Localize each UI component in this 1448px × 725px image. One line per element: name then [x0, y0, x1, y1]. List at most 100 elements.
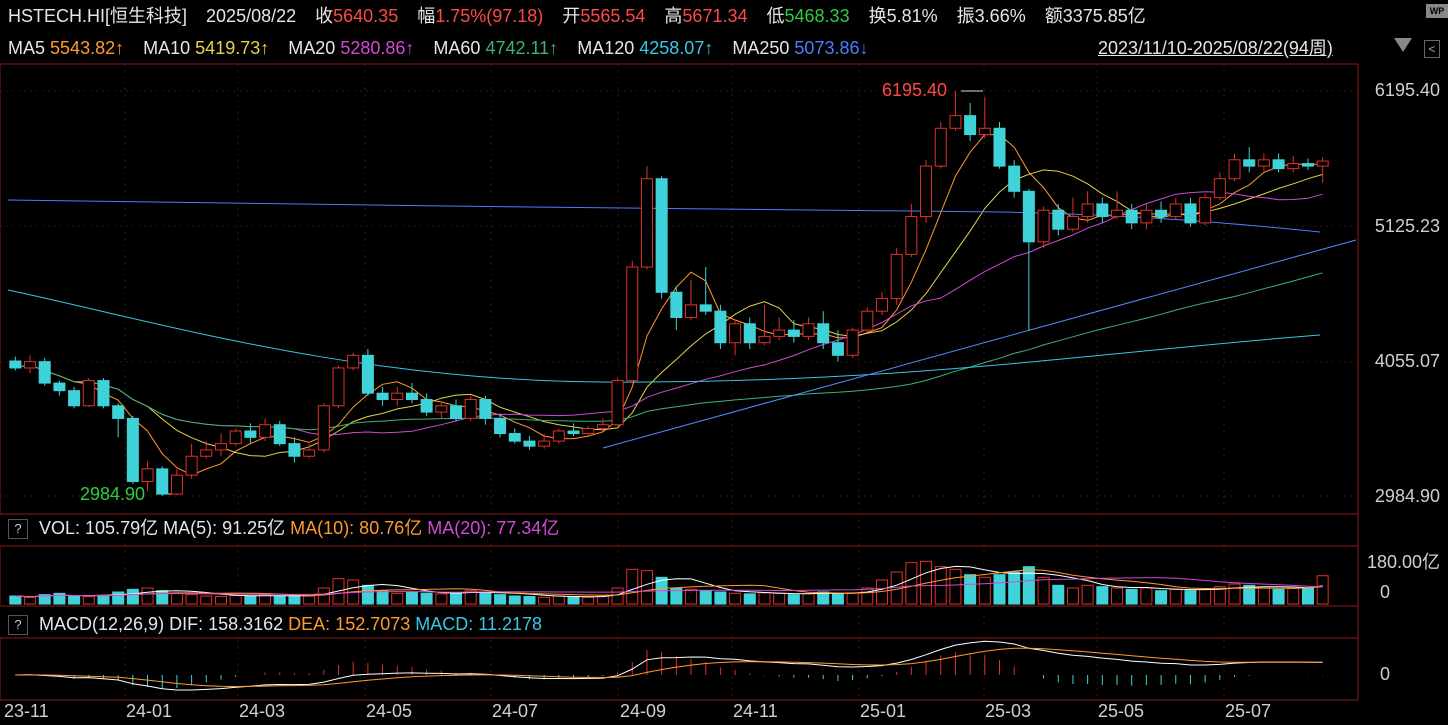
volume-bar: [185, 594, 198, 605]
low-value: 5468.33: [784, 6, 850, 26]
volume-bar: [494, 594, 507, 605]
volume-bar: [1316, 575, 1329, 605]
volume-bar: [626, 568, 639, 605]
volume-bar: [435, 593, 448, 605]
ma20-value: 5280.86↑: [340, 38, 415, 58]
volume-bar: [596, 595, 609, 605]
ma-legend: MA5 5543.82↑ MA10 5419.73↑ MA20 5280.86↑…: [8, 34, 869, 62]
candle-body: [640, 178, 653, 268]
candle-body: [141, 468, 154, 482]
amplitude-value: 3.66%: [974, 6, 1026, 26]
volume-bar: [317, 587, 330, 605]
candle-body: [1301, 163, 1314, 167]
price-axis-label-2: 5125.23: [1374, 216, 1440, 236]
candle-body: [538, 440, 551, 447]
volume-axis-top: 180.00亿: [1366, 552, 1440, 572]
low-label: 低: [766, 6, 785, 26]
ma-line: [15, 169, 1323, 457]
volume-bar: [582, 596, 595, 605]
panel-frame: [0, 637, 1359, 701]
candle-body: [802, 323, 815, 337]
candle-body: [82, 380, 95, 407]
amount-label: 额: [1044, 6, 1063, 26]
volume-bar: [24, 596, 37, 605]
symbol-name[interactable]: HSTECH.HI[恒生科技]: [8, 6, 188, 26]
volume-bar: [361, 584, 374, 605]
candle-body: [112, 405, 125, 419]
candle-body: [317, 405, 330, 451]
volume-bar: [9, 595, 22, 605]
date-range[interactable]: 2023/11/10-2025/08/22(94周): [1098, 38, 1333, 58]
change-value: 1.75%(97.18): [435, 6, 544, 26]
candle-body: [934, 127, 947, 167]
volume-bar: [68, 595, 81, 605]
candle-body: [332, 367, 345, 407]
wp-icon[interactable]: WP: [1426, 4, 1448, 18]
volume-bar: [1022, 566, 1035, 605]
ma60-value: 4742.11↑: [485, 38, 559, 58]
candle-body: [743, 323, 756, 344]
candle-body: [1184, 203, 1197, 224]
volume-bar: [714, 591, 727, 605]
candle-body: [846, 329, 859, 356]
low-annotation: 2984.90: [80, 484, 146, 504]
volume-help-icon[interactable]: ?: [8, 519, 28, 540]
volume-bar: [156, 590, 169, 605]
candle-body: [435, 405, 448, 413]
volume-bar: [53, 592, 66, 605]
volume-axis-zero: 0: [1379, 582, 1390, 602]
quote-date: 2025/08/22: [206, 6, 297, 26]
macd-help-icon[interactable]: ?: [8, 615, 28, 636]
candle-body: [1111, 209, 1124, 218]
candle-body: [758, 335, 771, 344]
candle-body: [1272, 159, 1285, 170]
volume-ma-line: [15, 577, 1323, 598]
macd-histogram: [15, 640, 1324, 691]
high-label: 高: [664, 6, 683, 26]
volume-bar: [964, 574, 977, 605]
volume-bar: [450, 592, 463, 605]
candle-body: [670, 291, 683, 318]
candle-body: [1081, 203, 1094, 218]
candle-body: [1066, 216, 1079, 230]
candle-body: [479, 398, 492, 419]
range-dropdown-icon[interactable]: [1394, 38, 1412, 52]
candle-body: [97, 380, 110, 407]
turnover-value: 5.81%: [886, 6, 938, 26]
candle-body: [729, 323, 742, 344]
volume-bar: [758, 592, 771, 605]
date-tick: 25-05: [1098, 701, 1145, 721]
candle-body: [214, 443, 227, 451]
candle-body: [1199, 197, 1212, 224]
candle-body: [611, 380, 624, 426]
candle-body: [170, 474, 183, 495]
volume-bar: [611, 587, 624, 605]
ma-line: [15, 272, 1323, 431]
price-axis-label-1: 6195.40: [1374, 80, 1440, 100]
scroll-left-icon[interactable]: <: [1424, 40, 1440, 58]
candle-body: [582, 427, 595, 435]
dif-line: [15, 640, 1323, 691]
candle-body: [1243, 159, 1256, 167]
ma-line: [15, 191, 1323, 436]
volume-bar: [97, 594, 110, 605]
date-tick: 24-07: [492, 701, 539, 721]
candle-body: [596, 424, 609, 429]
volume-bar: [1301, 587, 1314, 605]
volume-bar: [126, 588, 139, 605]
candle-body: [1155, 209, 1168, 218]
ma10-label: MA10: [143, 38, 191, 58]
change-label: 幅: [417, 6, 436, 26]
volume-bar: [244, 595, 257, 605]
ma10-value: 5419.73↑: [195, 38, 270, 58]
candle-body: [347, 354, 360, 369]
volume-bar: [141, 587, 154, 605]
volume-bar: [787, 594, 800, 605]
candle-body: [1316, 160, 1329, 167]
volume-bar: [1155, 590, 1168, 605]
ma250-label: MA250: [732, 38, 790, 58]
volume-bar: [479, 591, 492, 605]
volume-bar: [229, 594, 242, 605]
ma-line: [15, 134, 1323, 476]
